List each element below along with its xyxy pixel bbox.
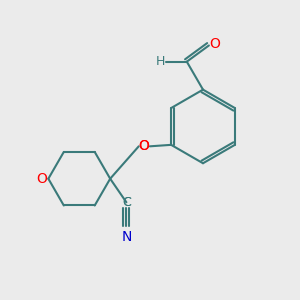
Text: C: C <box>122 196 131 209</box>
Text: O: O <box>139 139 149 153</box>
Text: N: N <box>121 230 132 244</box>
Text: H: H <box>156 55 166 68</box>
Text: C: C <box>122 196 131 209</box>
Text: O: O <box>139 139 149 153</box>
Text: O: O <box>209 37 220 51</box>
Text: O: O <box>36 172 47 186</box>
